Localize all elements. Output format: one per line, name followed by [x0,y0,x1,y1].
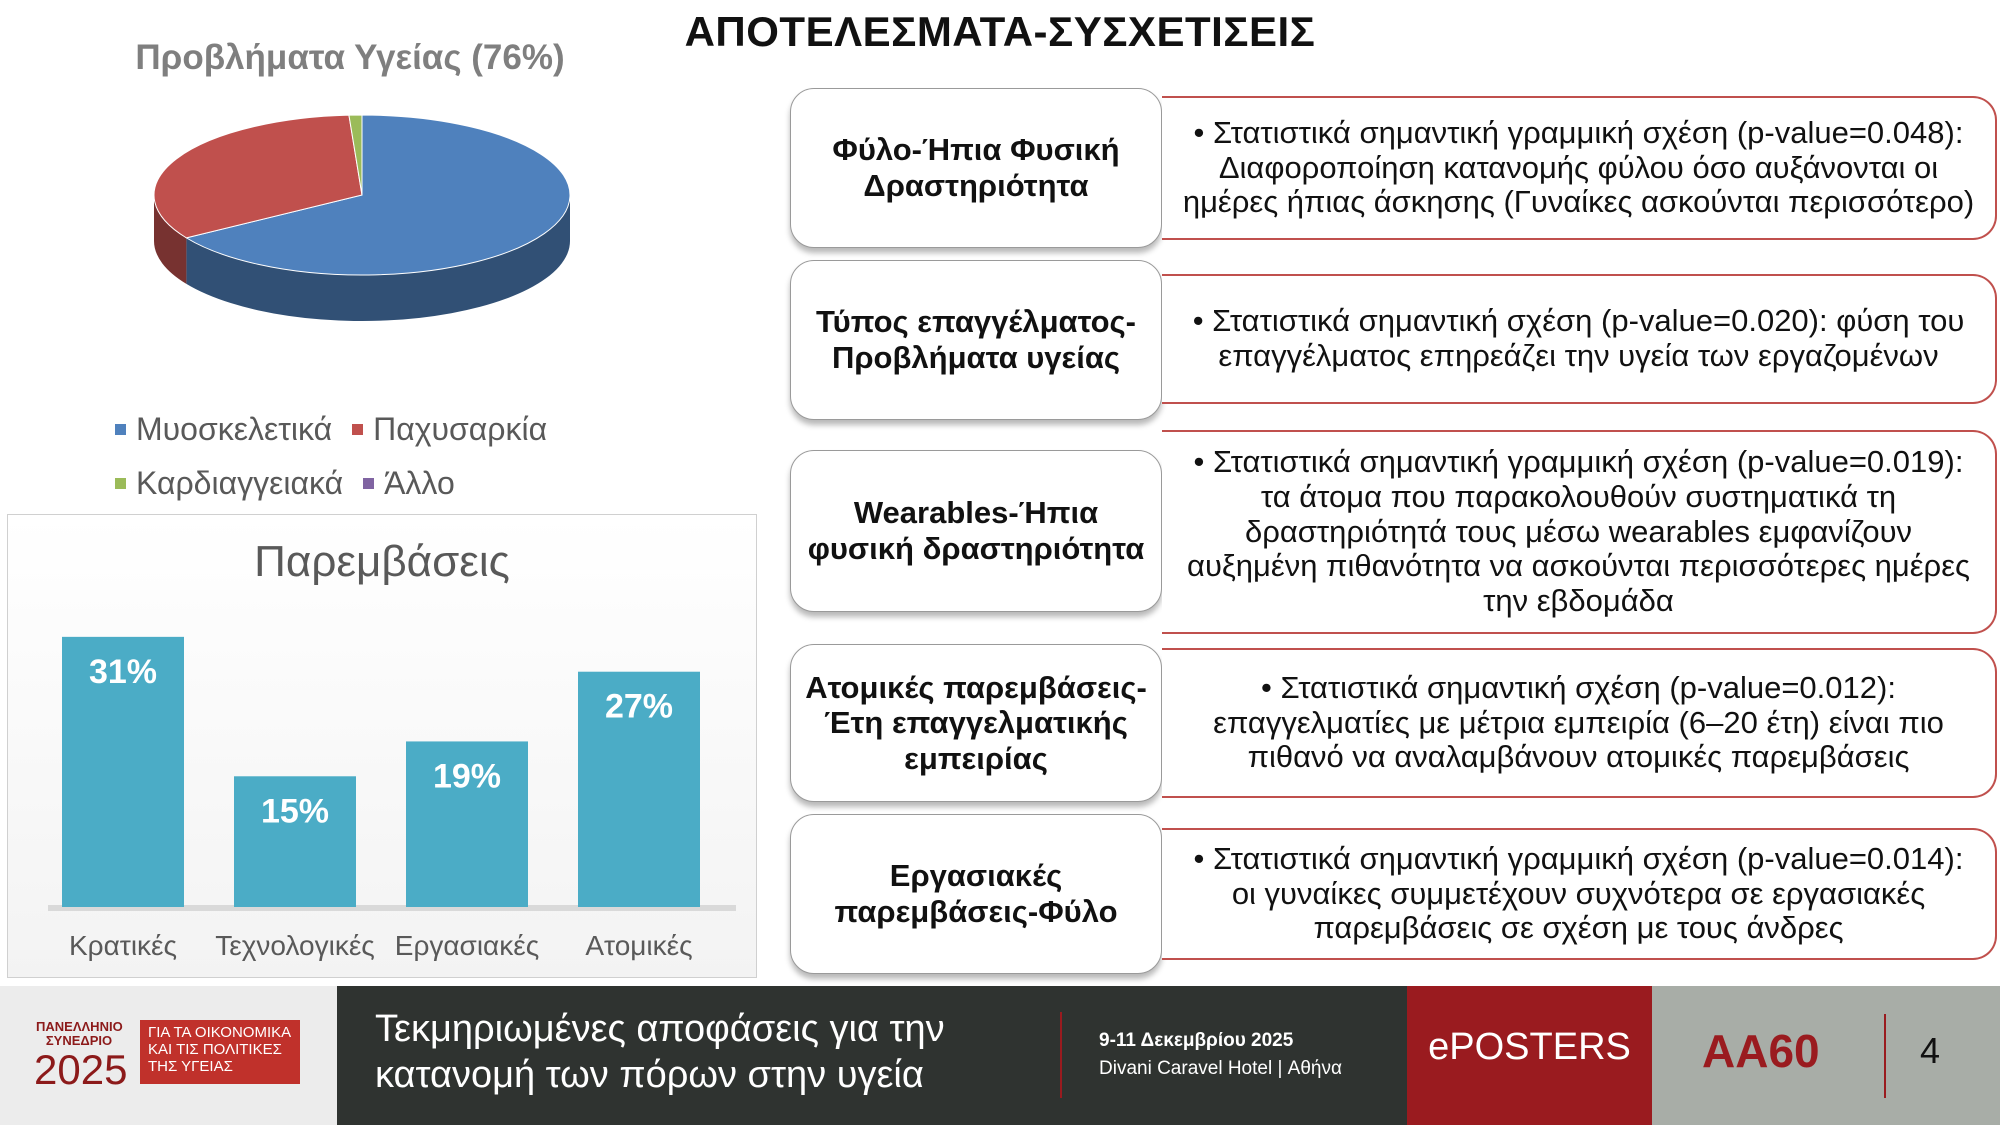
bar-value-label-2: 19% [433,757,501,795]
correlation-label-5: Εργασιακές παρεμβάσεις-Φύλο [790,814,1162,974]
footer-divider [1060,1012,1062,1098]
conference-logo: ΠΑΝΕΛΛΗΝΙΟ ΣΥΝΕΔΡΙΟ 2025 ΓΙΑ ΤΑ ΟΙΚΟΝΟΜΙ… [0,986,337,1125]
bar-category-label-2: Εργασιακές [395,930,539,961]
slide-title: ΑΠΟΤΕΛΕΣΜΑΤΑ-ΣΥΣΧΕΤΙΣΕΙΣ [684,8,1316,55]
bar-value-label-3: 27% [605,688,673,726]
footer-bar: ΠΑΝΕΛΛΗΝΙΟ ΣΥΝΕΔΡΙΟ 2025 ΓΙΑ ΤΑ ΟΙΚΟΝΟΜΙ… [0,986,2000,1125]
footer-tagline: Τεκμηριωμένες αποφάσεις για την κατανομή… [375,1008,945,1096]
page-number: 4 [1920,1030,1941,1071]
correlation-text-2: • Στατιστικά σημαντική σχέση (p-value=0.… [1162,274,1997,404]
correlation-label-2: Τύπος επαγγέλματος-Προβλήματα υγείας [790,260,1162,420]
legend-item: Καρδιαγγειακά [115,465,343,502]
pie-chart [153,114,571,321]
bar-2 [406,741,528,907]
poster-code: ΑΑ60 [1702,1025,1820,1077]
legend-item: Παχυσαρκία [352,411,547,448]
bar-chart-title: Παρεμβάσεις [254,537,510,586]
pie-slice-2 [348,114,363,196]
correlation-text-4: • Στατιστικά σημαντική σχέση (p-value=0.… [1162,648,1997,798]
footer-venue: Divani Caravel Hotel | Αθήνα [1099,1058,1342,1079]
eposters-label: ePOSTERS [1428,1026,1631,1068]
logo-year: 2025 [34,1046,128,1093]
legend-label: Καρδιαγγειακά [136,464,344,501]
legend-label: Παχυσαρκία [373,410,548,447]
bar-chart-panel: Παρεμβάσεις 31% Κρατικές 15% Τεχνολογικές 19… [7,514,757,978]
logo-box-text: ΓΙΑ ΤΑ ΟΙΚΟΝΟΜΙΚΑ ΚΑΙ ΤΙΣ ΠΟΛΙΤΙΚΕΣ ΤΗΣ … [140,1020,300,1084]
poster-divider [1884,1014,1886,1098]
correlation-text-1: • Στατιστικά σημαντική γραμμική σχέση (p… [1162,96,1997,240]
legend-label: Άλλο [384,464,455,501]
bar-category-label-1: Τεχνολογικές [215,930,375,961]
pie-chart-title: Προβλήματα Υγείας (76%) [135,38,565,77]
bar-3 [578,671,700,907]
correlation-label-3: Wearables-Ήπια φυσική δραστηριότητα [790,450,1162,612]
pie-slice-0 [185,114,571,276]
legend-swatch-cardiovascular [115,477,126,489]
correlation-text-3: • Στατιστικά σημαντική γραμμική σχέση (p… [1162,430,1997,634]
bar-axis-baseline [48,905,736,911]
legend-item: Άλλο [363,465,455,502]
footer-date: 9-11 Δεκεμβρίου 2025 [1099,1030,1294,1051]
eposters-badge: ePOSTERS [1407,986,1652,1125]
legend-swatch-other [363,477,375,489]
pie-slice-side-0 [186,195,570,321]
correlation-label-4: Ατομικές παρεμβάσεις-Έτη επαγγελματικής … [790,644,1162,802]
bar-chart: 31% Κρατικές 15% Τεχνολογικές 19% Εργασιακές 2… [48,636,736,961]
legend-label: Μυοσκελετικά [136,410,333,447]
bar-value-label-1: 15% [261,792,329,830]
bar-value-label-0: 31% [89,653,157,691]
poster-id-panel: ΑΑ60 4 [1652,986,2000,1125]
correlation-label-1: Φύλο-Ήπια Φυσική Δραστηριότητα [790,88,1162,248]
legend-item: Μυοσκελετικά [115,411,332,448]
legend-swatch-obesity [352,423,364,435]
correlation-text-5: • Στατιστικά σημαντική γραμμική σχέση (p… [1162,828,1997,960]
logo-small-text: ΠΑΝΕΛΛΗΝΙΟ ΣΥΝΕΔΡΙΟ [36,1019,123,1048]
bar-1 [234,776,356,907]
legend-swatch-musculoskeletal [115,423,126,435]
bar-category-label-0: Κρατικές [69,930,177,961]
bar-0 [62,636,184,907]
pie-slice-1 [153,114,363,239]
footer-info: Τεκμηριωμένες αποφάσεις για την κατανομή… [337,986,1407,1125]
bar-category-label-3: Ατομικές [585,930,692,961]
pie-legend: Μυοσκελετικά Παχυσαρκία Καρδιαγγειακά Άλ… [115,402,635,510]
